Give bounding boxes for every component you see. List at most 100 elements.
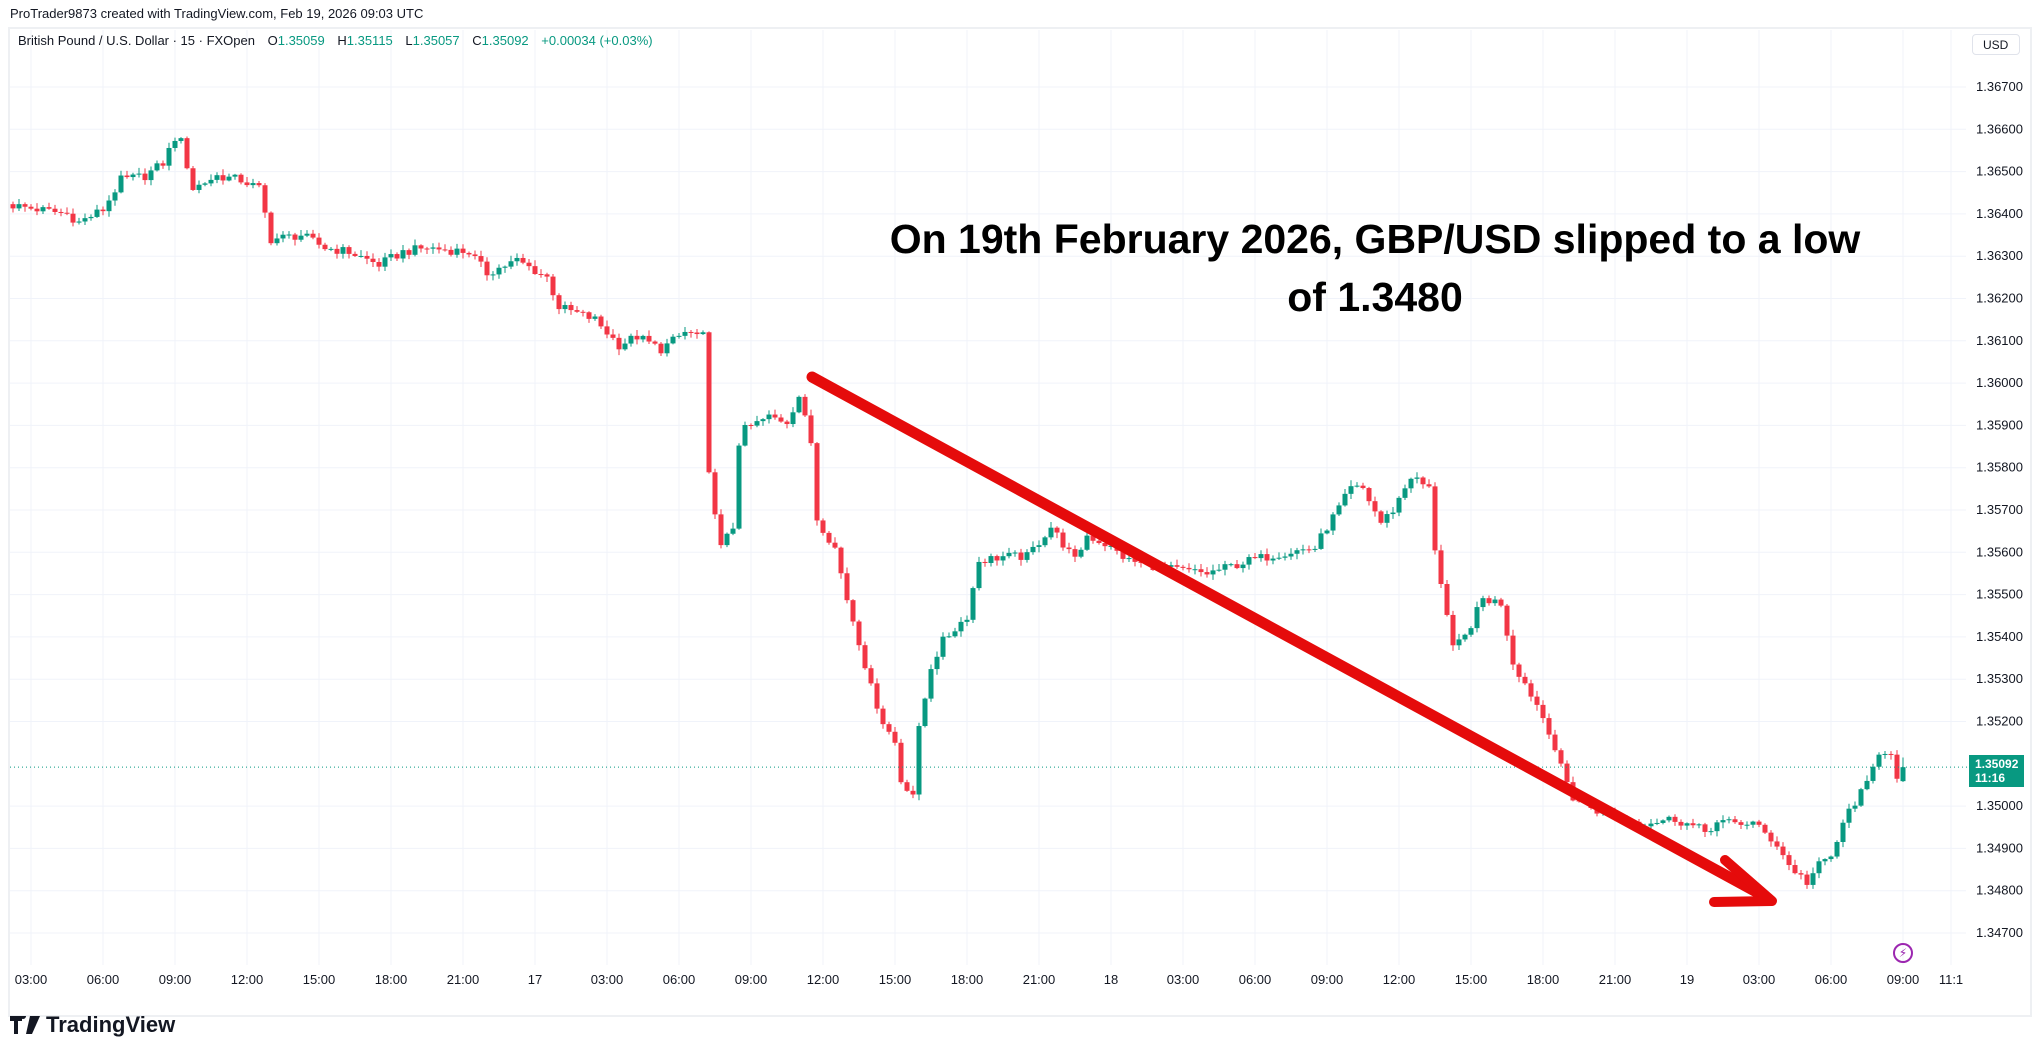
time-axis[interactable]: 03:00 06:00 09:00 12:00 15:00 18:00 21:00 17 03:… bbox=[15, 972, 1963, 987]
candle bbox=[490, 271, 496, 281]
candle-body bbox=[916, 726, 922, 795]
candle bbox=[580, 309, 586, 317]
candle bbox=[58, 208, 64, 217]
candle bbox=[1540, 700, 1546, 724]
symbol-title[interactable]: British Pound / U.S. Dollar · 15 · FXOpe… bbox=[18, 33, 255, 48]
candle bbox=[190, 166, 196, 191]
candle-body bbox=[1216, 569, 1222, 571]
candle-body bbox=[1384, 514, 1390, 523]
candle bbox=[688, 329, 694, 338]
tradingview-logo[interactable]: TradingView bbox=[10, 1012, 175, 1038]
candle bbox=[400, 245, 406, 263]
candle-body bbox=[160, 163, 166, 166]
candle bbox=[142, 168, 148, 185]
candle-body bbox=[1276, 557, 1282, 559]
candle-body bbox=[964, 619, 970, 622]
annotation-text[interactable]: On 19th February 2026, GBP/USD slipped t… bbox=[775, 210, 1975, 326]
candle bbox=[1222, 560, 1228, 576]
candle-body bbox=[1174, 565, 1180, 567]
lightning-icon[interactable]: ⚡ bbox=[1893, 943, 1913, 963]
candle-body bbox=[1120, 550, 1126, 559]
candle bbox=[868, 664, 874, 686]
candle-body bbox=[1888, 753, 1894, 755]
candle-body bbox=[1696, 824, 1702, 826]
open-value: 1.35059 bbox=[277, 33, 325, 48]
candle-body bbox=[1516, 664, 1522, 677]
candle-body bbox=[718, 514, 724, 546]
candle-body bbox=[490, 274, 496, 276]
candle bbox=[1798, 870, 1804, 880]
candle bbox=[364, 251, 370, 265]
candle bbox=[838, 546, 844, 579]
candle-body bbox=[1522, 676, 1528, 684]
candle-body bbox=[1360, 485, 1366, 489]
candle-body bbox=[934, 656, 940, 670]
candle bbox=[682, 326, 688, 340]
candle bbox=[178, 137, 184, 144]
candle bbox=[892, 726, 898, 746]
price-tick-label: 1.35500 bbox=[1976, 587, 2023, 602]
candle-body bbox=[1198, 569, 1204, 573]
candle-body bbox=[1714, 822, 1720, 832]
candle bbox=[46, 202, 52, 210]
price-axis[interactable]: 1.36700 1.36600 1.36500 1.36400 1.36300 1.362… bbox=[1976, 79, 2023, 940]
candle bbox=[1198, 563, 1204, 577]
candle bbox=[748, 423, 754, 430]
candle bbox=[202, 182, 208, 187]
candle bbox=[1174, 559, 1180, 569]
candle-body bbox=[1180, 566, 1186, 568]
candle bbox=[952, 627, 958, 638]
candle bbox=[1786, 851, 1792, 871]
candle bbox=[1822, 858, 1828, 866]
candle bbox=[1666, 815, 1672, 823]
candle-body bbox=[616, 337, 622, 350]
candle bbox=[736, 443, 742, 530]
candle-body bbox=[190, 168, 196, 190]
price-tick-label: 1.35400 bbox=[1976, 629, 2023, 644]
high-label: H bbox=[337, 33, 347, 48]
candle bbox=[1060, 528, 1066, 551]
candle-body bbox=[1030, 546, 1036, 553]
candle bbox=[1510, 629, 1516, 670]
candle bbox=[1882, 751, 1888, 759]
candle-body bbox=[1378, 511, 1384, 523]
candle-body bbox=[1048, 527, 1054, 538]
candle bbox=[1528, 679, 1534, 702]
candle-body bbox=[16, 204, 22, 209]
candle bbox=[814, 442, 820, 526]
candle-body bbox=[1534, 696, 1540, 705]
candle bbox=[616, 333, 622, 356]
candle-body bbox=[1804, 874, 1810, 885]
candle bbox=[1438, 544, 1444, 589]
candle-body bbox=[1342, 493, 1348, 506]
candle-body bbox=[1348, 486, 1354, 494]
currency-button[interactable]: USD bbox=[1972, 34, 2020, 55]
candle bbox=[1756, 819, 1762, 828]
candle bbox=[646, 330, 652, 344]
candle-body bbox=[28, 206, 34, 209]
candle-body bbox=[1732, 819, 1738, 823]
candle-body bbox=[880, 708, 886, 725]
candle-body bbox=[1744, 824, 1750, 826]
candle bbox=[1672, 814, 1678, 826]
candle-body bbox=[1012, 552, 1018, 554]
candle-body bbox=[280, 234, 286, 239]
candle-body bbox=[376, 261, 382, 267]
candle-body bbox=[400, 250, 406, 259]
candle-body bbox=[238, 174, 244, 183]
candle bbox=[1042, 535, 1048, 548]
candle-body bbox=[1834, 841, 1840, 857]
candle bbox=[1468, 626, 1474, 637]
candle-body bbox=[688, 331, 694, 333]
candle bbox=[1270, 555, 1276, 565]
candle bbox=[862, 641, 868, 670]
trend-arrow[interactable] bbox=[806, 371, 1777, 907]
candle-body bbox=[1066, 547, 1072, 550]
candle bbox=[1312, 545, 1318, 553]
candle-body bbox=[1480, 598, 1486, 608]
candle-body bbox=[358, 255, 364, 257]
candle bbox=[1030, 541, 1036, 555]
candle-body bbox=[1060, 532, 1066, 548]
candle-body bbox=[652, 341, 658, 344]
